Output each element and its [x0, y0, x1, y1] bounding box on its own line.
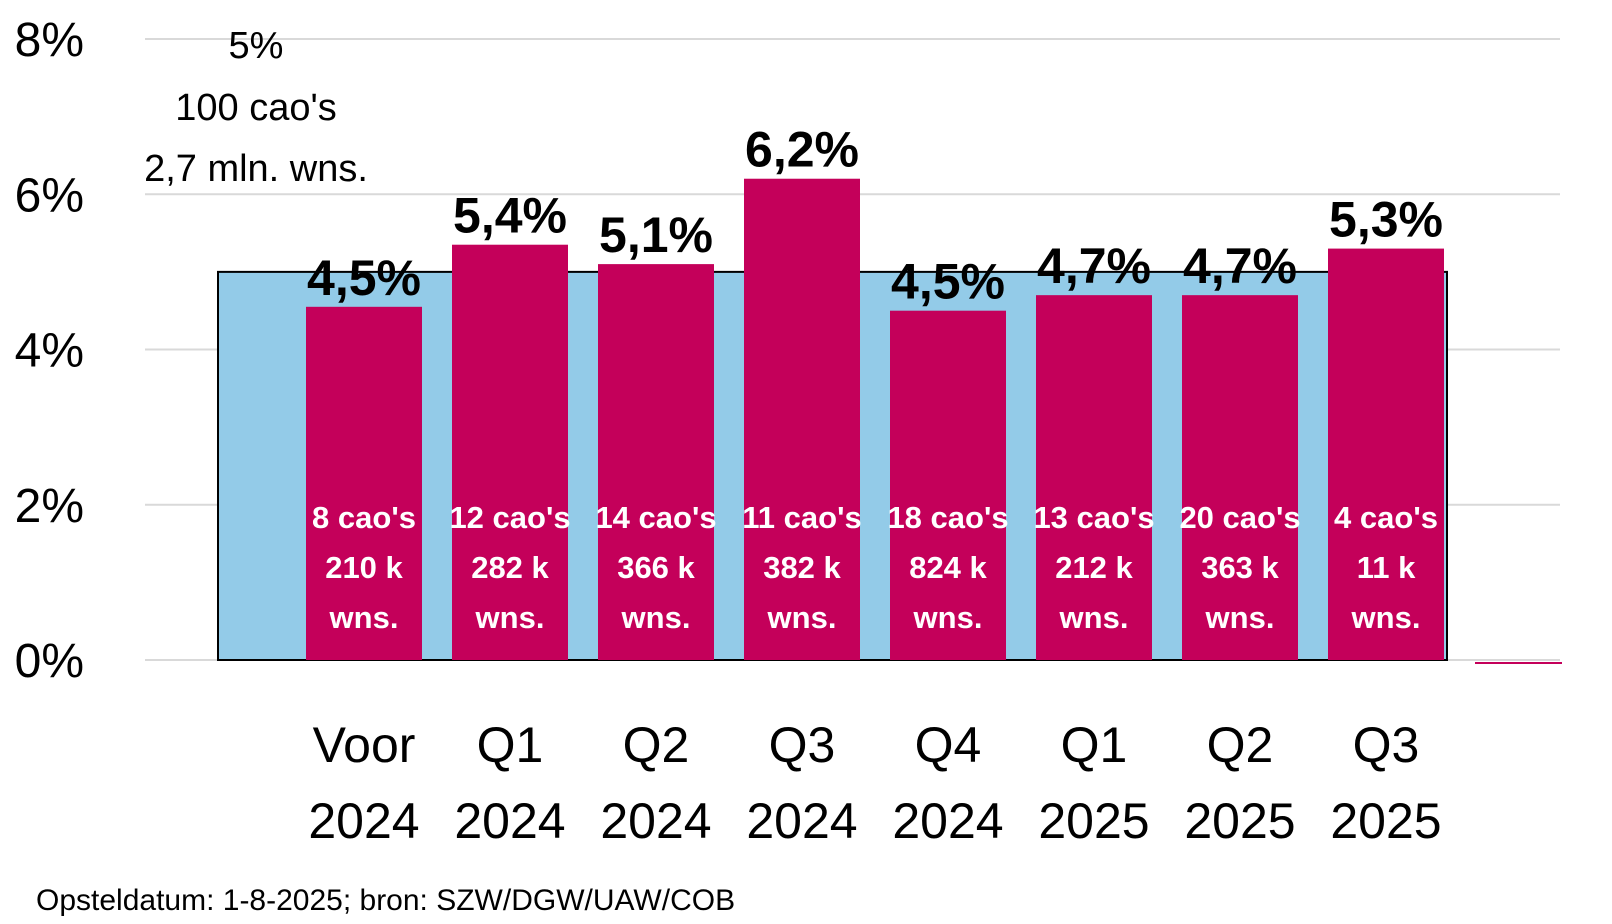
- chart-canvas: 0% 2% 4% 6% 8% 4,5% 5,4% 5,1% 6,2% 4,5% 4,7% 4,7% 5…: [15, 14, 1562, 849]
- bar-note-line: 824 k: [909, 550, 987, 585]
- x-tick-label: 2024: [454, 793, 565, 849]
- bar-note-line: 363 k: [1201, 550, 1279, 585]
- value-label: 4,7%: [1037, 238, 1151, 294]
- value-label: 5,3%: [1329, 192, 1443, 248]
- bar-note-line: 8 cao's: [312, 500, 416, 535]
- x-tick-label: Q1: [477, 717, 544, 773]
- reference-note-line: 2,7 mln. wns.: [144, 148, 368, 190]
- value-label: 5,1%: [599, 207, 713, 263]
- bar-note-line: wns.: [1351, 600, 1421, 635]
- bar: [744, 178, 860, 660]
- y-tick-label: 2%: [15, 480, 84, 533]
- x-tick-label: Q1: [1061, 717, 1128, 773]
- value-label: 5,4%: [453, 188, 567, 244]
- x-tick-label: 2025: [1038, 793, 1149, 849]
- bar-note-line: 382 k: [763, 550, 841, 585]
- value-label: 4,5%: [891, 254, 1005, 310]
- y-tick-label: 4%: [15, 325, 84, 378]
- x-tick-label: 2024: [308, 793, 419, 849]
- bar: [1036, 295, 1152, 660]
- bar-note-line: 4 cao's: [1334, 500, 1438, 535]
- bar-note-line: 11 cao's: [742, 500, 861, 535]
- source-footer: Opsteldatum: 1-8-2025; bron: SZW/DGW/UAW…: [36, 884, 736, 917]
- bar-note-line: 14 cao's: [595, 500, 716, 535]
- bar-note-line: wns.: [767, 600, 837, 635]
- y-tick-label: 6%: [15, 169, 84, 222]
- bar: [306, 306, 422, 660]
- bar-notes: 8 cao's 210 k wns. 12 cao's 282 k wns. 14 cao'…: [312, 500, 1438, 635]
- y-axis: 0% 2% 4% 6% 8%: [15, 14, 84, 688]
- x-tick-label: Q2: [1207, 717, 1274, 773]
- value-label: 4,5%: [307, 250, 421, 306]
- bar-note-line: wns.: [913, 600, 983, 635]
- bar: [1182, 295, 1298, 660]
- bar: [598, 264, 714, 660]
- x-tick-label: Voor: [313, 717, 416, 773]
- bar-note-line: 13 cao's: [1033, 500, 1154, 535]
- bar-note-line: 20 cao's: [1179, 500, 1300, 535]
- bar: [1328, 248, 1444, 660]
- x-tick-label: 2025: [1330, 793, 1441, 849]
- value-label: 6,2%: [745, 122, 859, 178]
- bar-note-line: 12 cao's: [449, 500, 570, 535]
- bar: [452, 244, 568, 661]
- y-tick-label: 8%: [15, 14, 84, 67]
- reference-note: 5% 100 cao's 2,7 mln. wns.: [144, 25, 368, 190]
- bar-note-line: wns.: [1059, 600, 1129, 635]
- bars: [306, 178, 1562, 664]
- bar-note-line: 212 k: [1055, 550, 1133, 585]
- value-label: 4,7%: [1183, 238, 1297, 294]
- bar-note-line: 366 k: [617, 550, 695, 585]
- x-tick-label: 2024: [600, 793, 711, 849]
- bar-note-line: 210 k: [325, 550, 403, 585]
- reference-note-line: 100 cao's: [175, 87, 336, 129]
- x-axis: Voor 2024 Q1 2024 Q2 2024 Q3 2024 Q4 2024 Q1 2025 Q2…: [308, 717, 1441, 849]
- bar-note-line: wns.: [1205, 600, 1275, 635]
- value-labels: 4,5% 5,4% 5,1% 6,2% 4,5% 4,7% 4,7% 5,3%: [307, 122, 1443, 310]
- x-tick-label: 2024: [746, 793, 857, 849]
- bar-note-line: 18 cao's: [887, 500, 1008, 535]
- reference-note-line: 5%: [229, 25, 284, 67]
- x-tick-label: Q2: [623, 717, 690, 773]
- bar-note-line: wns.: [621, 600, 691, 635]
- bar-note-line: 11 k: [1357, 550, 1416, 585]
- bar: [890, 310, 1006, 660]
- bar-note-line: 282 k: [471, 550, 549, 585]
- x-tick-label: 2024: [892, 793, 1003, 849]
- bar-note-line: wns.: [475, 600, 545, 635]
- x-tick-label: Q4: [915, 717, 982, 773]
- x-tick-label: Q3: [1353, 717, 1420, 773]
- bar-note-line: wns.: [329, 600, 399, 635]
- y-tick-label: 0%: [15, 635, 84, 688]
- x-tick-label: Q3: [769, 717, 836, 773]
- x-tick-label: 2025: [1184, 793, 1295, 849]
